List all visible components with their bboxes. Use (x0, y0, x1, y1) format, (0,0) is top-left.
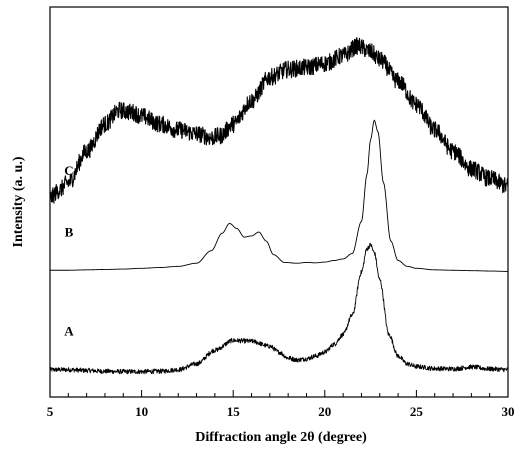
series-line-a (49, 242, 509, 375)
series-label-b: B (65, 224, 74, 239)
x-tick-label: 15 (227, 404, 241, 419)
x-tick-label: 5 (47, 404, 54, 419)
x-axis-ticks (49, 390, 509, 397)
series-label-c: C (64, 163, 73, 178)
plot-frame (49, 6, 509, 398)
x-axis-title: Diffraction angle 2θ (degree) (195, 430, 367, 445)
x-tick-label: 10 (135, 404, 148, 419)
series-label-a: A (64, 324, 74, 339)
x-axis-tick-labels: 5 10 15 20 25 30 (47, 404, 515, 419)
x-tick-label: 20 (318, 404, 331, 419)
series-line-b (50, 119, 508, 272)
series-line-c (49, 37, 509, 204)
series-labels: A B C (64, 163, 74, 339)
x-tick-label: 25 (410, 404, 424, 419)
y-axis-title: Intensity (a. u.) (11, 156, 26, 247)
plot-area (49, 6, 509, 398)
series-group (49, 37, 509, 375)
x-tick-label: 30 (502, 404, 515, 419)
